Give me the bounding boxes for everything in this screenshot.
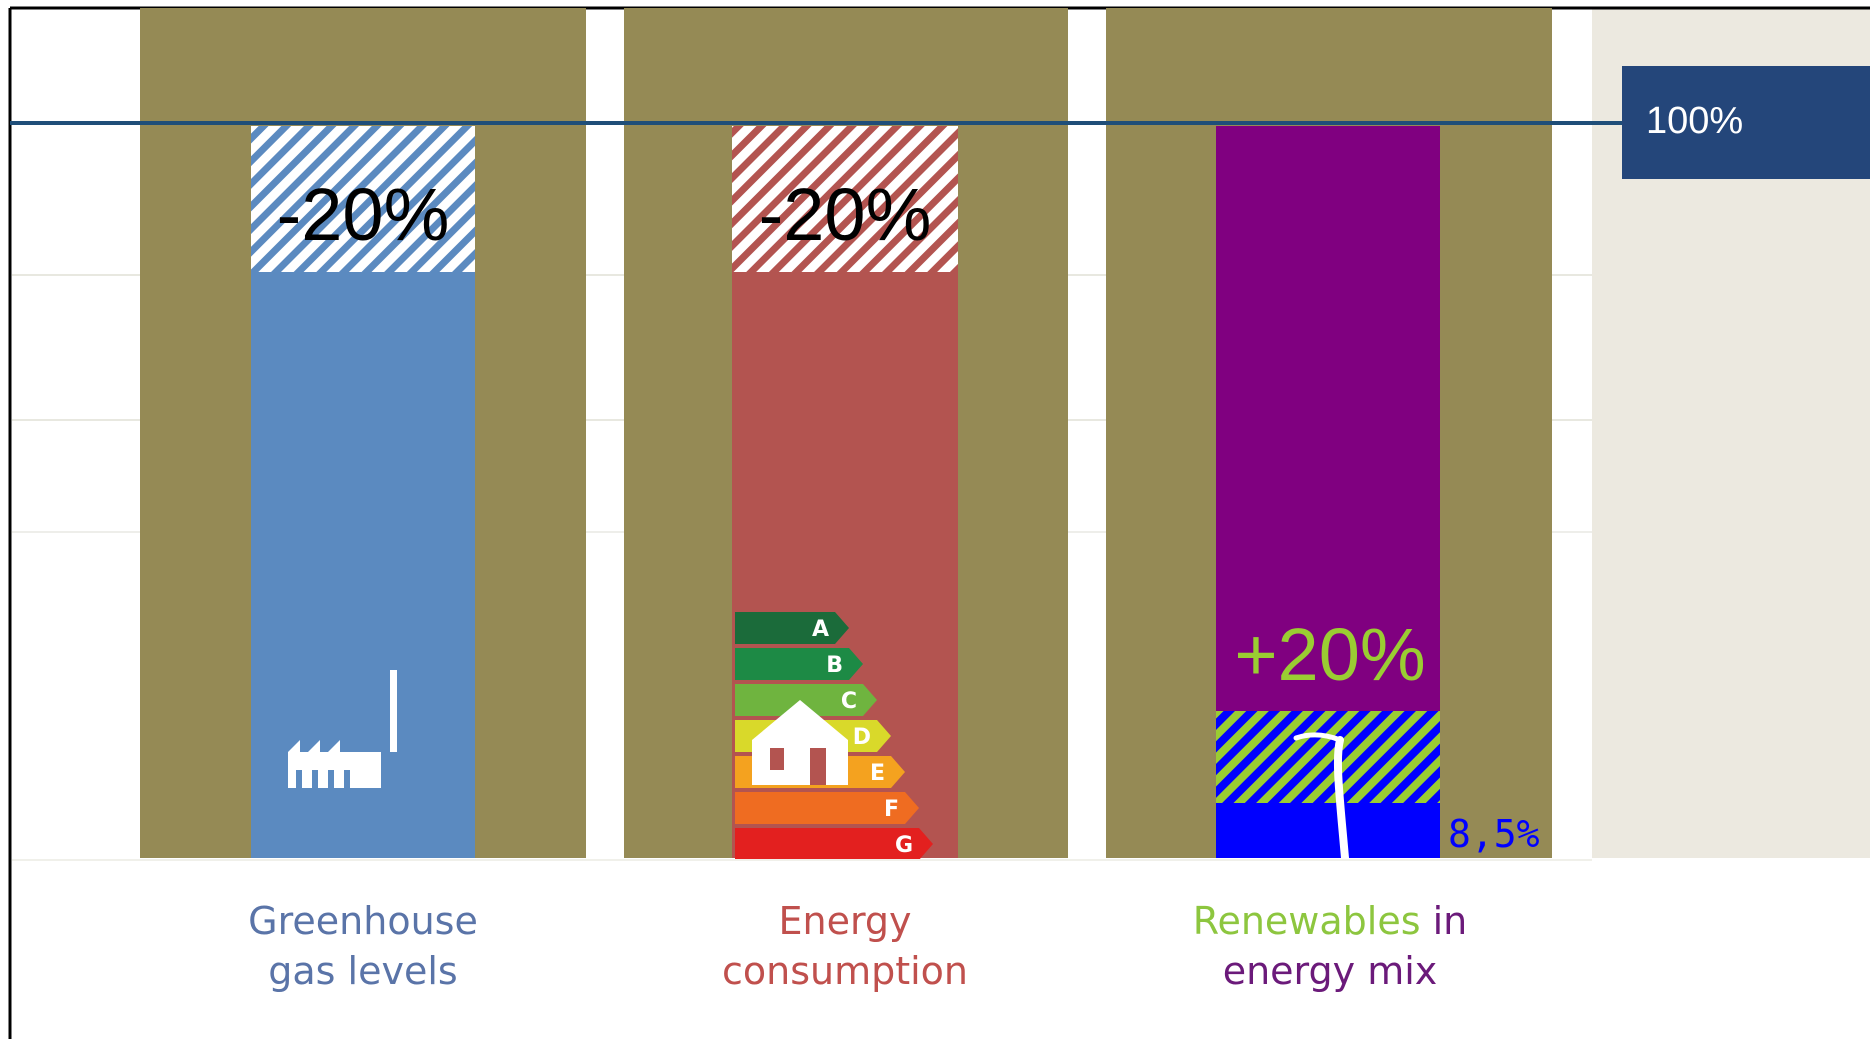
label-line: consumption <box>721 949 969 993</box>
category-label-energy: Energy consumption <box>665 896 1025 996</box>
label-part: Renewables <box>1192 899 1421 943</box>
efficiency-class-b <box>735 648 863 680</box>
efficiency-class-c <box>735 684 877 716</box>
current-label-renewables: 8,5% <box>1448 812 1540 856</box>
efficiency-class-g <box>735 828 933 860</box>
label-part: in <box>1420 899 1468 943</box>
bar-greenhouse-hatch <box>251 126 475 272</box>
efficiency-class-label: F <box>884 797 899 822</box>
efficiency-class-f <box>735 792 919 824</box>
change-label-energy: -20% <box>759 173 932 256</box>
reference-line-label-box: 100% <box>1622 66 1870 179</box>
label-line: Renewables in <box>1150 896 1510 946</box>
label-line: Greenhouse <box>248 899 478 943</box>
efficiency-class-label: C <box>841 689 857 714</box>
efficiency-class-label: G <box>895 833 913 858</box>
bar-renewables-target-hatch <box>1216 711 1440 803</box>
bar-energy-hatch <box>732 126 958 272</box>
factory-icon <box>288 670 397 788</box>
efficiency-class-label: B <box>826 653 843 678</box>
efficiency-class-label: A <box>812 617 829 642</box>
efficiency-class-label: E <box>870 761 885 786</box>
label-line: energy mix <box>1222 949 1438 993</box>
efficiency-class-label: D <box>853 725 871 750</box>
change-label-greenhouse: -20% <box>277 173 450 256</box>
label-line: gas levels <box>268 949 458 993</box>
bar-renewables-current <box>1216 803 1440 858</box>
category-label-renewables: Renewables in energy mix <box>1150 896 1510 996</box>
category-label-greenhouse: Greenhouse gas levels <box>183 896 543 996</box>
target-label-renewables: +20% <box>1234 613 1425 696</box>
efficiency-class-a <box>735 612 849 644</box>
reference-line-label: 100% <box>1646 100 1744 142</box>
label-line: Energy <box>778 899 912 943</box>
house-icon <box>752 700 848 785</box>
wind-turbine-icon <box>1293 732 1349 862</box>
